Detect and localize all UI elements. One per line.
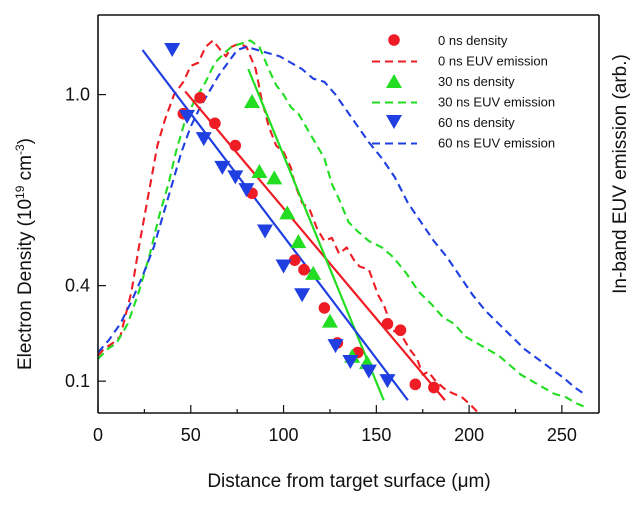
0-ns-density-point-12: [394, 324, 407, 337]
0-ns-density-point-8: [318, 302, 331, 314]
legend-label-30-ns-euv-emission: 30 ns EUV emission: [438, 95, 555, 110]
x-tick-label-50: 50: [181, 425, 201, 445]
60-ns-euv-emission-line: [98, 45, 585, 395]
legend-marker-30-ns-density: [386, 74, 402, 88]
60-ns-density-point-9: [294, 288, 311, 303]
30-ns-fit-line: [247, 68, 385, 401]
0-ns-density-point-2: [194, 91, 206, 104]
0-ns-euv-emission-line: [98, 39, 480, 413]
y-tick-label-0-4: 0.4: [65, 276, 90, 296]
60-ns-density-point-5: [227, 170, 244, 185]
x-tick-label-100: 100: [269, 425, 299, 445]
30-ns-density-point-4: [279, 205, 296, 220]
60-ns-density-point-12: [360, 364, 377, 379]
legend-label-60-ns-euv-emission: 60 ns EUV emission: [438, 136, 555, 151]
60-ns-density-point-10: [327, 339, 344, 354]
right-axis-title: In-band EUV emission (arb.): [610, 54, 631, 294]
0-ns-density-point-13: [409, 378, 422, 391]
60-ns-density-point-2: [179, 109, 196, 124]
x-axis-title: Distance from target surface (μm): [207, 471, 490, 492]
0-ns-fit-line: [184, 90, 446, 401]
0-ns-density-point-14: [428, 381, 440, 394]
legend-item-30-ns-density: 30 ns density: [386, 74, 515, 89]
0-ns-density-point-4: [229, 139, 242, 152]
legend-layer: 0 ns density 0 ns EUV emission 30 ns densi…: [372, 33, 555, 151]
60-ns-density-point-1: [164, 43, 181, 58]
30-ns-euv-emission-line: [98, 39, 585, 408]
plot-layer: [98, 39, 585, 413]
60-ns-density-point-4: [214, 160, 231, 175]
x-tick-label-150: 150: [361, 425, 391, 445]
60-ns-fit-line: [141, 49, 409, 401]
legend-item-0-ns-density: 0 ns density: [388, 33, 508, 48]
0-ns-density-point-3: [209, 117, 221, 130]
legend-item-60-ns-density: 60 ns density: [386, 115, 515, 130]
clipped-plot-group: [98, 39, 585, 413]
0-ns-density-point-11: [381, 318, 394, 330]
30-ns-density-point-2: [251, 164, 268, 179]
legend-item-0-ns-euv-emission: 0 ns EUV emission: [372, 54, 548, 69]
60-ns-density-point-6: [238, 183, 255, 198]
legend-marker-0-ns-density: [388, 34, 400, 46]
30-ns-density-point-3: [266, 170, 283, 185]
legend-item-60-ns-euv-emission: 60 ns EUV emission: [372, 136, 555, 151]
legend-label-30-ns-density: 30 ns density: [438, 74, 515, 89]
x-tick-label-0: 0: [93, 425, 103, 445]
legend-label-0-ns-density: 0 ns density: [438, 33, 508, 48]
x-tick-label-200: 200: [454, 425, 484, 445]
axis-layer: 0 50 100 150 200 250 0.1 0.4 1.0: [65, 14, 600, 445]
30-ns-density-point-5: [290, 234, 307, 249]
legend-label-0-ns-euv-emission: 0 ns EUV emission: [438, 54, 548, 69]
0-ns-density-point-6: [288, 254, 301, 266]
y-axis-title: Electron Density (1019 cm-3): [13, 138, 36, 370]
60-ns-density-point-13: [379, 374, 396, 389]
legend-label-60-ns-density: 60 ns density: [438, 115, 515, 130]
60-ns-density-point-8: [275, 259, 292, 274]
y-tick-label-1-0: 1.0: [65, 85, 90, 105]
0-ns-density-point-7: [298, 263, 310, 276]
60-ns-density-point-7: [257, 224, 273, 239]
30-ns-density-point-1: [244, 93, 261, 108]
30-ns-density-point-6: [305, 265, 322, 280]
legend-marker-60-ns-density: [386, 115, 402, 129]
legend-item-30-ns-euv-emission: 30 ns EUV emission: [372, 95, 555, 110]
30-ns-density-point-7: [321, 313, 338, 328]
y-tick-label-0-1: 0.1: [65, 371, 90, 391]
60-ns-density-point-3: [195, 132, 212, 147]
60-ns-density-point-11: [342, 355, 359, 370]
x-tick-label-250: 250: [547, 425, 577, 445]
